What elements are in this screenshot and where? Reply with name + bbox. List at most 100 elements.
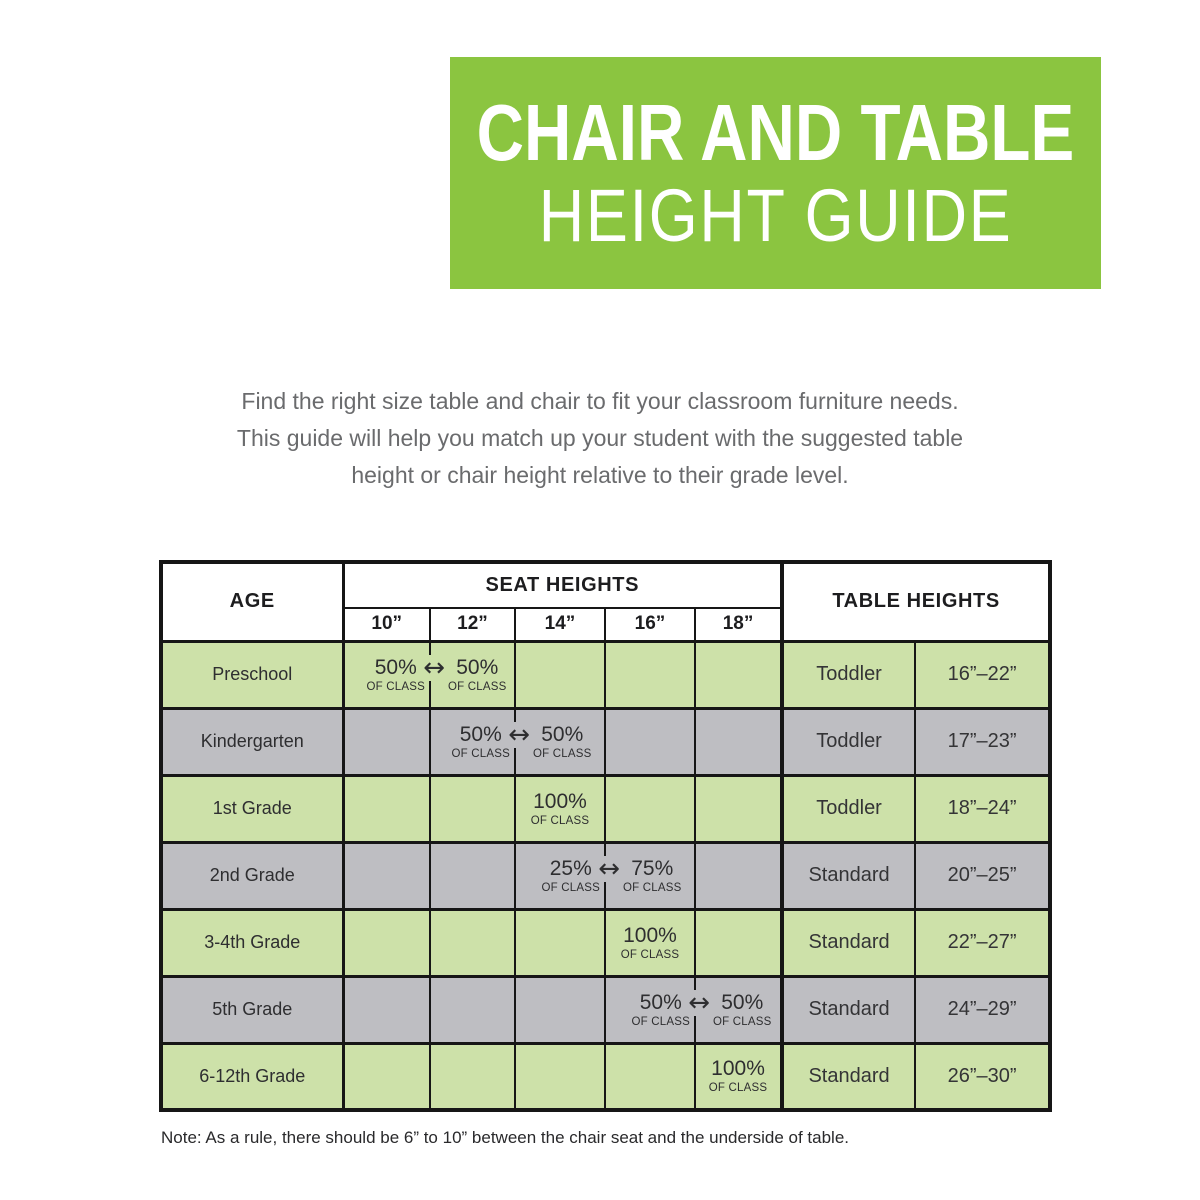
- seat-percent-sub: OF CLASS: [620, 948, 680, 961]
- seat-cell-10: [342, 773, 431, 844]
- table-type-cell: Toddler: [780, 706, 917, 777]
- footnote: Note: As a rule, there should be 6” to 1…: [161, 1128, 850, 1147]
- seat-percent-sub: OF CLASS: [713, 1015, 772, 1028]
- seat-cell-18: [693, 639, 784, 710]
- seat-size-header-12: 12”: [429, 607, 516, 642]
- seat-cell-16: [604, 706, 696, 777]
- seat-percent-sub: OF CLASS: [366, 680, 425, 693]
- seat-cell-10: [342, 1041, 431, 1112]
- table-type-cell: Standard: [780, 907, 917, 978]
- age-cell: 5th Grade: [160, 974, 345, 1045]
- seat-cell-14: 25% OF CLASS ↔: [514, 840, 621, 911]
- double-arrow-icon: ↔: [687, 987, 711, 1018]
- seat-cell-18: [693, 907, 784, 978]
- seat-cell-12: 50% OF CLASS ↔: [429, 706, 531, 777]
- table-range-cell: 26”–30”: [914, 1041, 1052, 1112]
- intro-line: This guide will help you match up your s…: [236, 425, 964, 451]
- intro-paragraph: Find the right size table and chair to f…: [0, 383, 1200, 494]
- seat-percent: 100%: [533, 789, 587, 813]
- page-title-line2: HEIGHT GUIDE: [538, 174, 1013, 257]
- seat-percent-sub: OF CLASS: [530, 814, 590, 827]
- seat-size-header-16: 16”: [604, 607, 696, 642]
- seat-percent-sub: OF CLASS: [631, 1015, 690, 1028]
- seat-cell-10: [342, 840, 431, 911]
- seat-cell-18: 100% OF CLASS: [693, 1041, 784, 1112]
- seat-heights-header: SEAT HEIGHTS: [341, 561, 784, 609]
- table-type-cell: Standard: [780, 974, 917, 1045]
- seat-percent: 50%: [639, 990, 682, 1014]
- table-heights-header: TABLE HEIGHTS: [780, 561, 1052, 642]
- table-row-3-4th-grade: 3-4th Grade 100% OF CLASS Standard 22”–27…: [160, 907, 1052, 978]
- seat-cell-12: [429, 907, 516, 978]
- table-row-2nd-grade: 2nd Grade 25% OF CLASS ↔ 75% OF CLASS Stan…: [160, 840, 1052, 911]
- seat-percent: 100%: [711, 1057, 765, 1081]
- table-range-cell: 18”–24”: [914, 773, 1052, 844]
- seat-cell-18: [693, 706, 784, 777]
- seat-cell-16: [604, 1041, 696, 1112]
- seat-percent-sub: OF CLASS: [708, 1082, 768, 1095]
- seat-percent: 100%: [623, 923, 677, 947]
- page-title-line1: CHAIR AND TABLE: [476, 88, 1075, 177]
- seat-percent-sub: OF CLASS: [623, 881, 682, 894]
- seat-cell-12: [429, 1041, 516, 1112]
- table-type-cell: Toddler: [780, 639, 917, 710]
- seat-cell-18: 50% OF CLASS: [693, 974, 784, 1045]
- table-range-cell: 24”–29”: [914, 974, 1052, 1045]
- table-range-cell: 22”–27”: [914, 907, 1052, 978]
- seat-percent: 75%: [631, 856, 674, 880]
- seat-cell-16: 50% OF CLASS ↔: [604, 974, 711, 1045]
- intro-line: height or chair height relative to their…: [351, 462, 849, 488]
- age-cell: 3-4th Grade: [160, 907, 345, 978]
- age-cell: 1st Grade: [160, 773, 345, 844]
- seat-cell-16: 100% OF CLASS: [604, 907, 696, 978]
- seat-cell-14: [514, 1041, 606, 1112]
- table-range-cell: 20”–25”: [914, 840, 1052, 911]
- table-row-6-12th-grade: 6-12th Grade 100% OF CLASS Standard 26”–3…: [160, 1041, 1052, 1112]
- seat-percent-sub: OF CLASS: [541, 881, 600, 894]
- table-type-cell: Toddler: [780, 773, 917, 844]
- seat-cell-18: [693, 773, 784, 844]
- seat-percent-sub: OF CLASS: [451, 747, 510, 760]
- seat-percent: 50%: [721, 990, 764, 1014]
- age-column-header: AGE: [160, 561, 345, 642]
- seat-cell-10: [342, 706, 431, 777]
- seat-percent: 50%: [541, 722, 584, 746]
- seat-cell-16: [604, 639, 696, 710]
- seat-cell-14: 100% OF CLASS: [514, 773, 606, 844]
- seat-percent: 50%: [459, 722, 502, 746]
- age-cell: Preschool: [160, 639, 345, 710]
- seat-cell-16: [604, 773, 696, 844]
- table-row-kindergarten: Kindergarten 50% OF CLASS ↔ 50% OF CLASS T…: [160, 706, 1052, 777]
- age-cell: 2nd Grade: [160, 840, 345, 911]
- table-type-cell: Standard: [780, 840, 917, 911]
- table-range-cell: 17”–23”: [914, 706, 1052, 777]
- seat-cell-12: 50% OF CLASS: [429, 639, 516, 710]
- double-arrow-icon: ↔: [597, 853, 621, 884]
- table-header-row: AGE SEAT HEIGHTS TABLE HEIGHTS: [160, 561, 1052, 642]
- seat-percent: 50%: [374, 655, 417, 679]
- seat-percent-sub: OF CLASS: [533, 747, 592, 760]
- seat-cell-14: [514, 974, 606, 1045]
- title-banner: CHAIR AND TABLE HEIGHT GUIDE: [450, 57, 1101, 289]
- seat-percent-sub: OF CLASS: [448, 680, 507, 693]
- age-cell: 6-12th Grade: [160, 1041, 345, 1112]
- table-sizes-row: 10” 12” 14” 16” 18”: [161, 607, 1050, 642]
- seat-cell-18: [693, 840, 784, 911]
- seat-cell-12: [429, 773, 516, 844]
- table-row-5th-grade: 5th Grade 50% OF CLASS ↔ 50% OF CLASS Stan…: [160, 974, 1052, 1045]
- seat-cell-10: [342, 974, 431, 1045]
- seat-cell-12: [429, 974, 516, 1045]
- table-row-preschool: Preschool 50% OF CLASS ↔ 50% OF CLASS Todd…: [160, 639, 1052, 710]
- double-arrow-icon: ↔: [507, 719, 531, 750]
- seat-cell-14: [514, 639, 606, 710]
- seat-cell-12: [429, 840, 516, 911]
- seat-cell-10: [342, 907, 431, 978]
- seat-cell-14: [514, 907, 606, 978]
- table-type-cell: Standard: [780, 1041, 917, 1112]
- seat-percent: 50%: [456, 655, 499, 679]
- age-cell: Kindergarten: [160, 706, 345, 777]
- height-guide-table: AGE SEAT HEIGHTS TABLE HEIGHTS 10” 12” 1…: [159, 560, 1053, 1112]
- seat-size-header-18: 18”: [693, 607, 784, 642]
- table-row-1st-grade: 1st Grade 100% OF CLASS Toddler 18”–24”: [160, 773, 1052, 844]
- table-range-cell: 16”–22”: [914, 639, 1052, 710]
